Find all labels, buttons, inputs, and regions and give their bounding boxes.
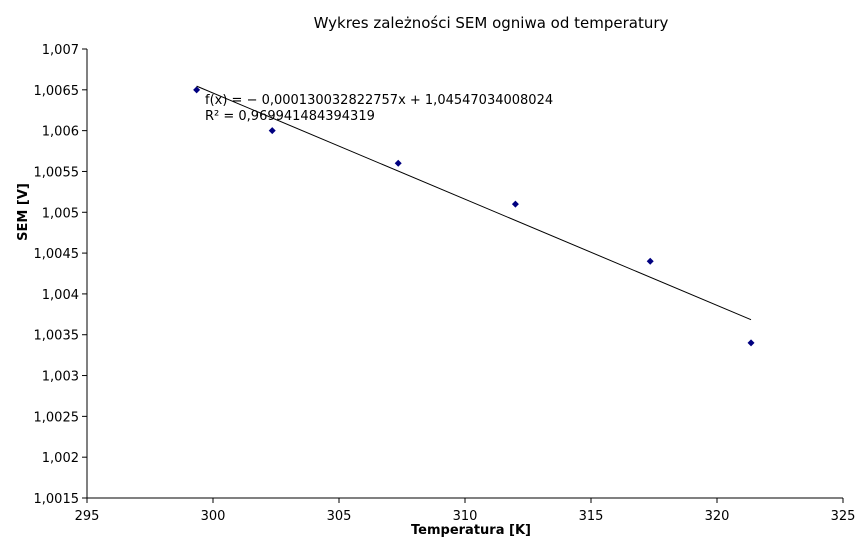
trendline-r-squared: R² = 0,969941484394319 — [205, 109, 375, 124]
data-point — [747, 339, 755, 347]
y-tick-label: 1,0015 — [34, 492, 80, 507]
chart-title: Wykres zależności SEM ogniwa od temperat… — [314, 14, 669, 32]
y-tick-label: 1,0045 — [34, 247, 80, 262]
data-point — [268, 127, 276, 135]
data-point — [193, 86, 201, 94]
y-tick-label: 1,0055 — [34, 165, 80, 180]
y-tick-label: 1,006 — [42, 125, 79, 140]
y-tick-label: 1,002 — [42, 451, 79, 466]
trendline-equation: f(x) = − 0,000130032822757x + 1,04547034… — [205, 93, 553, 108]
trendline — [196, 85, 752, 321]
y-tick-label: 1,005 — [42, 206, 79, 221]
data-point — [394, 159, 402, 167]
y-tick-label: 1,0025 — [34, 410, 80, 425]
x-axis: 295 300 305 310 315 320 325 — [75, 497, 856, 524]
y-axis: 1,0015 1,002 1,0025 1,003 1,0035 1,004 1,0045 1… — [34, 43, 88, 507]
x-tick-label: 305 — [327, 509, 352, 524]
y-tick-label: 1,007 — [42, 43, 79, 58]
y-tick-label: 1,004 — [42, 288, 79, 303]
x-tick-label: 295 — [75, 509, 100, 524]
x-tick-label: 315 — [579, 509, 604, 524]
data-point — [646, 257, 654, 265]
data-point — [511, 200, 519, 208]
x-axis-title: Temperatura [K] — [411, 523, 531, 538]
x-tick-label: 320 — [705, 509, 730, 524]
y-tick-label: 1,0035 — [34, 329, 80, 344]
y-tick-label: 1,0065 — [34, 84, 80, 99]
x-tick-label: 300 — [201, 509, 226, 524]
x-tick-label: 310 — [453, 509, 478, 524]
y-axis-title: SEM [V] — [16, 183, 31, 241]
data-points — [193, 86, 755, 347]
y-tick-label: 1,003 — [42, 370, 79, 385]
x-tick-label: 325 — [831, 509, 856, 524]
